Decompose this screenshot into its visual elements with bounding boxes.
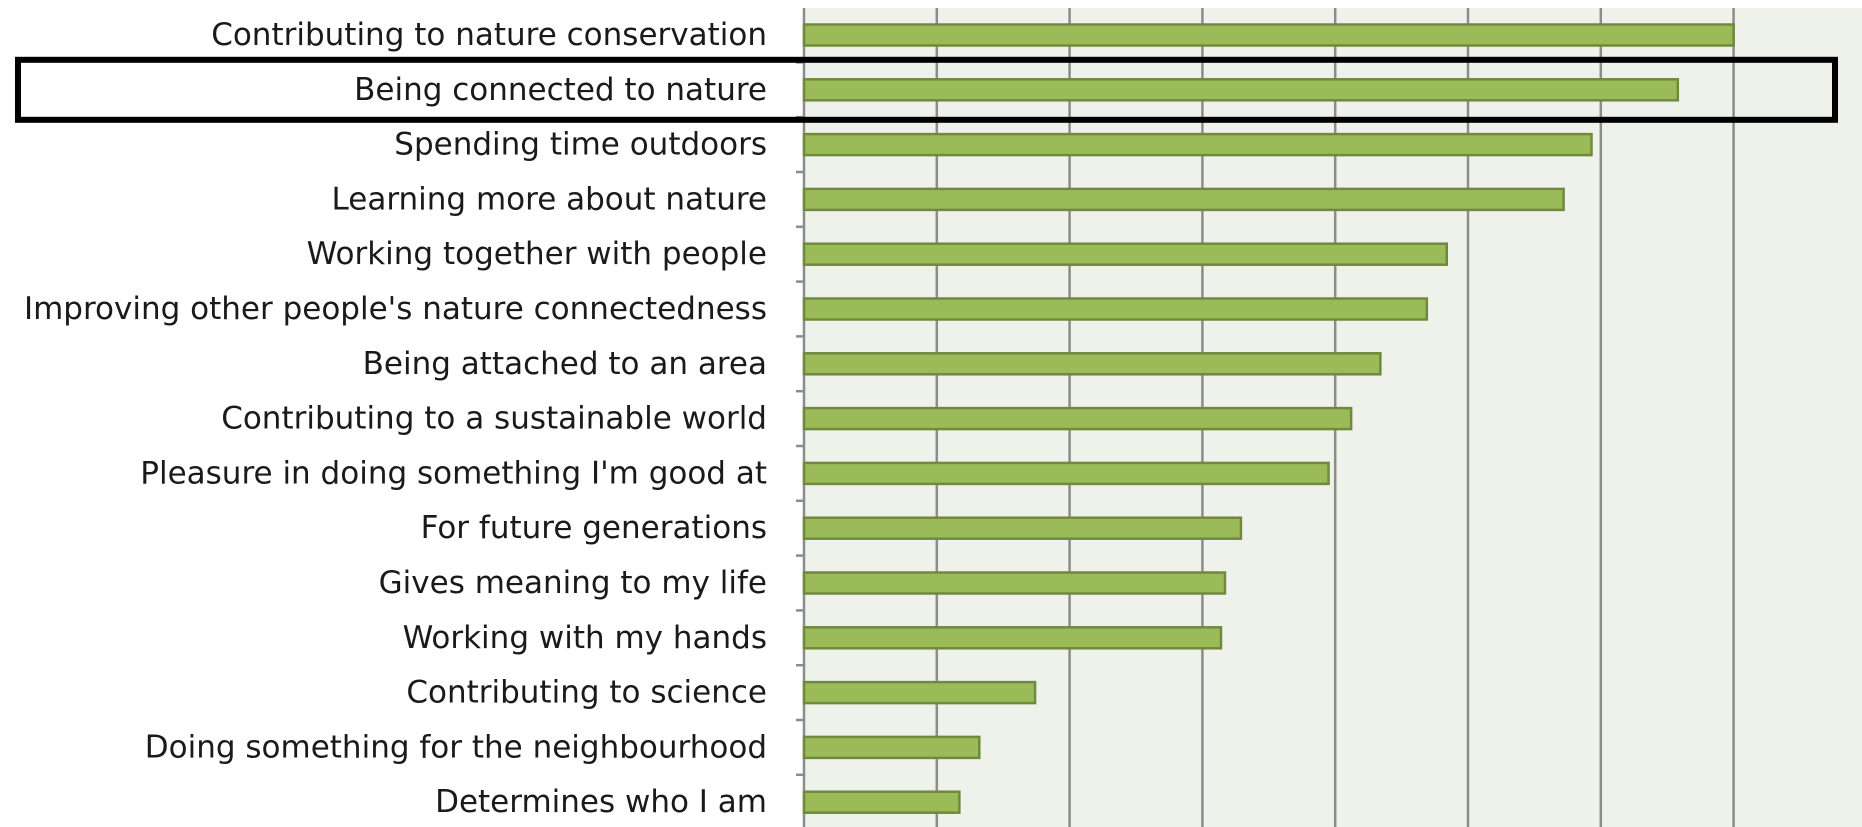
highlight-box bbox=[15, 56, 1838, 123]
bar bbox=[802, 790, 961, 814]
category-label: Learning more about nature bbox=[332, 181, 767, 217]
category-label: Spending time outdoors bbox=[394, 127, 767, 163]
bar bbox=[802, 516, 1243, 540]
bar bbox=[802, 242, 1449, 266]
category-label: Pleasure in doing something I'm good at bbox=[140, 455, 767, 491]
bar bbox=[802, 571, 1227, 595]
bar bbox=[802, 626, 1223, 650]
category-label: Working together with people bbox=[307, 236, 767, 272]
category-label: Contributing to science bbox=[406, 675, 767, 711]
category-label: Working with my hands bbox=[403, 620, 767, 656]
category-label: Being attached to an area bbox=[363, 346, 767, 382]
bar bbox=[802, 23, 1735, 47]
category-label: Improving other people's nature connecte… bbox=[24, 291, 767, 327]
bar bbox=[802, 132, 1593, 157]
category-label: Contributing to nature conservation bbox=[211, 17, 767, 53]
category-label: Being connected to nature bbox=[354, 72, 767, 108]
bar bbox=[802, 78, 1680, 102]
bar bbox=[802, 297, 1429, 321]
category-label: Contributing to a sustainable world bbox=[221, 401, 767, 437]
bar bbox=[802, 735, 981, 760]
category-label: Determines who I am bbox=[435, 784, 767, 820]
category-label: For future generations bbox=[421, 510, 767, 546]
bar bbox=[802, 406, 1353, 431]
category-label: Gives meaning to my life bbox=[379, 565, 767, 601]
bar bbox=[802, 187, 1565, 212]
bar bbox=[802, 461, 1330, 486]
bar bbox=[802, 680, 1037, 705]
category-label: Doing something for the neighbourhood bbox=[145, 729, 767, 765]
bar bbox=[802, 352, 1382, 376]
